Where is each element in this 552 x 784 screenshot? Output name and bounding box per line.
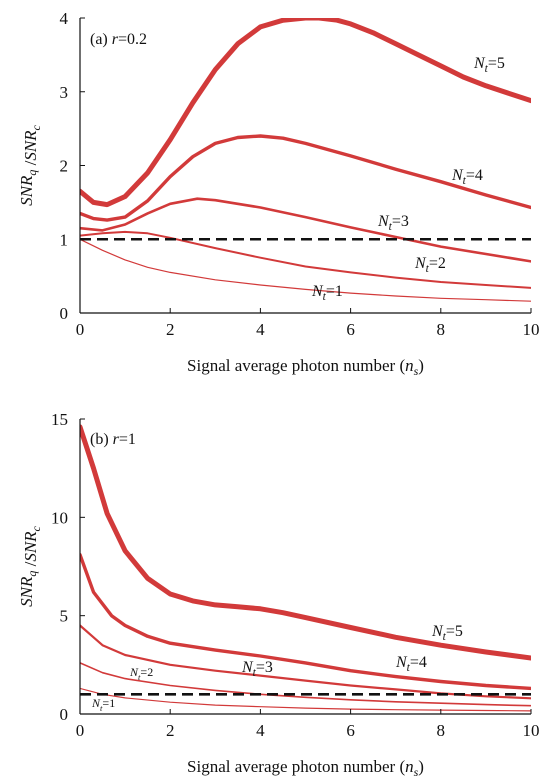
- panel-label-b: (b) r=1: [90, 431, 136, 448]
- x-tick-label-a: 2: [166, 320, 175, 339]
- series-line-b-nt4: [80, 553, 531, 691]
- series-line-b-nt3: [80, 624, 531, 700]
- y-tick-label-b: 0: [60, 705, 69, 724]
- series-label-b-nt5: Nt=5: [431, 623, 463, 643]
- series-line-a-nt4: [80, 134, 531, 222]
- series-line-a-nt5: [80, 18, 531, 208]
- panel-label-a: (a) r=0.2: [90, 31, 147, 48]
- x-tick-label-b: 0: [76, 721, 85, 740]
- series-line-a-nt3: [80, 197, 531, 263]
- x-tick-label-b: 4: [256, 721, 265, 740]
- y-tick-label-b: 5: [60, 607, 69, 626]
- series-label-a-nt5: Nt=5: [473, 55, 505, 75]
- series-line-b-nt5: [80, 424, 531, 661]
- x-tick-label-a: 6: [346, 320, 355, 339]
- x-tick-label-b: 8: [437, 721, 446, 740]
- x-tick-label-a: 10: [523, 320, 540, 339]
- x-tick-label-b: 6: [346, 721, 355, 740]
- y-tick-label-b: 10: [51, 508, 68, 527]
- y-tick-label-a: 0: [60, 304, 69, 323]
- x-tick-label-b: 10: [523, 721, 540, 740]
- x-tick-label-a: 4: [256, 320, 265, 339]
- y-axis-label-a: SNRq /SNRc: [17, 124, 43, 205]
- series-label-a-nt4: Nt=4: [451, 167, 483, 187]
- series-line-b-nt2: [80, 662, 531, 707]
- series-line-a-nt2: [80, 230, 531, 289]
- series-label-a-nt3: Nt=3: [377, 213, 409, 233]
- series-label-b-nt2: Nt=2: [129, 665, 153, 682]
- y-tick-label-b: 15: [51, 410, 68, 429]
- y-tick-label-a: 3: [60, 83, 69, 102]
- panel-a-chart: 0 2 4 6 8 10 0 1 2 3 4 Signal average photon number…: [17, 9, 540, 378]
- x-axis-label-a: Signal average photon number (ns): [187, 356, 424, 378]
- y-tick-label-a: 2: [60, 157, 69, 176]
- y-axis-label-b: SNRq /SNRc: [17, 525, 43, 606]
- y-tick-label-a: 4: [60, 9, 69, 28]
- series-label-b-nt1: Nt=1: [91, 696, 115, 713]
- series-line-b-nt1: [80, 687, 531, 712]
- x-axis-label-b: Signal average photon number (ns): [187, 757, 424, 779]
- series-label-a-nt1: Nt=1: [311, 283, 343, 303]
- series-label-b-nt3: Nt=3: [241, 659, 273, 679]
- x-tick-label-a: 0: [76, 320, 85, 339]
- x-tick-label-b: 2: [166, 721, 175, 740]
- series-line-a-nt1: [80, 238, 531, 302]
- x-tick-label-a: 8: [437, 320, 446, 339]
- y-tick-label-a: 1: [60, 230, 69, 249]
- series-label-a-nt2: Nt=2: [414, 255, 446, 275]
- panel-b-chart: 0 2 4 6 8 10 0 5 10 15 Signal average photon numbe…: [17, 410, 540, 779]
- series-label-b-nt4: Nt=4: [395, 654, 427, 674]
